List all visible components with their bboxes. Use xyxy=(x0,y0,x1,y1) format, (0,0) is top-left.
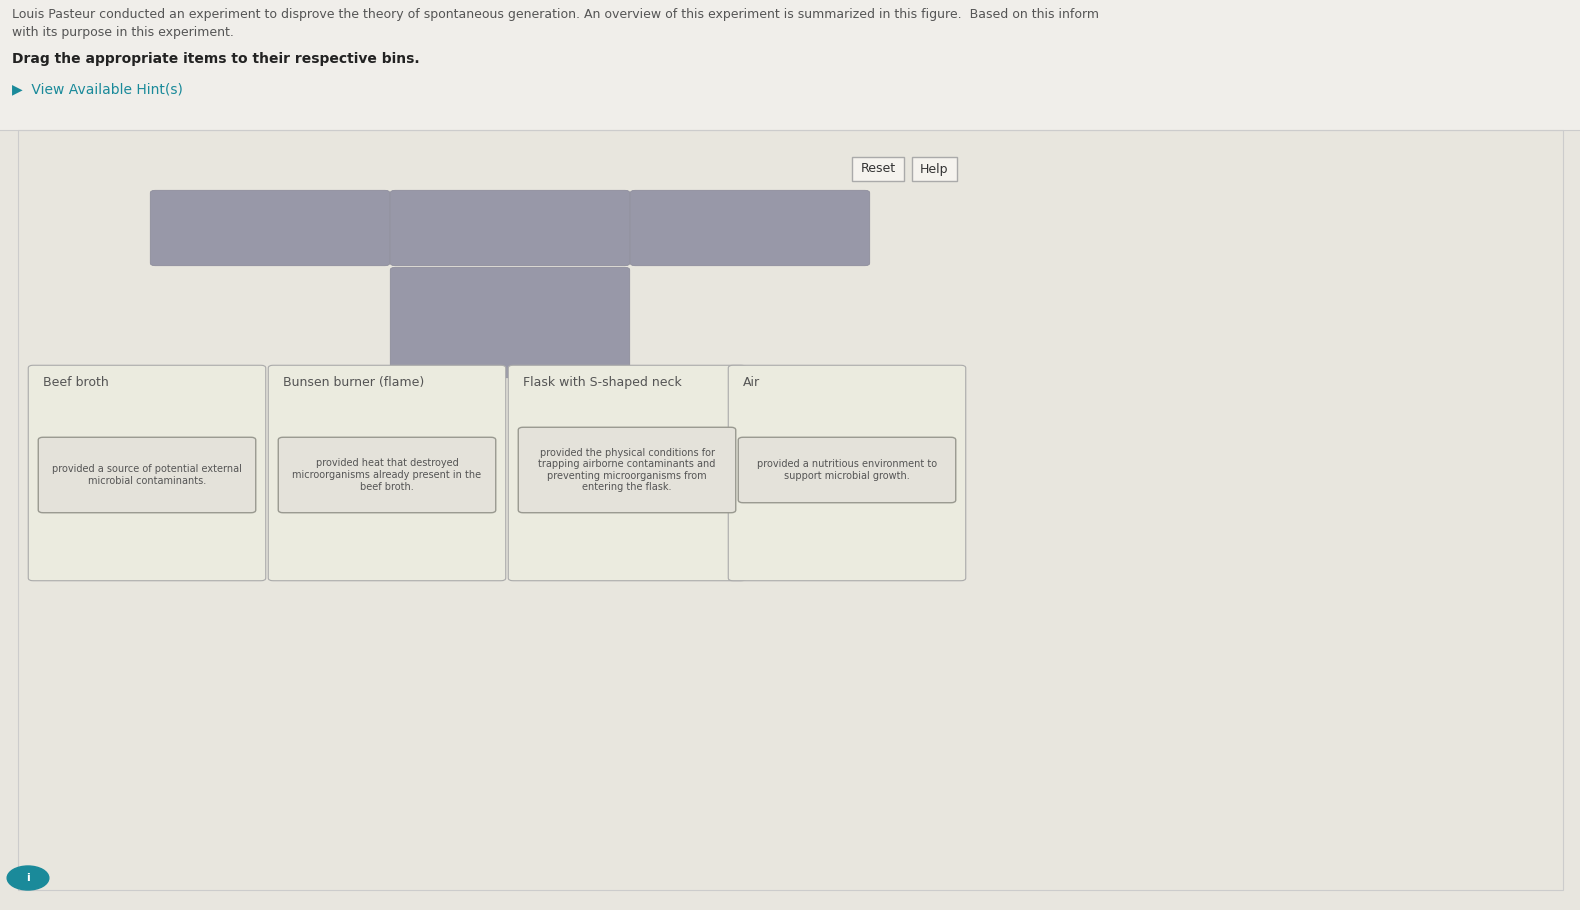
FancyBboxPatch shape xyxy=(28,365,265,581)
Text: provided heat that destroyed
microorganisms already present in the
beef broth.: provided heat that destroyed microorgani… xyxy=(292,459,482,491)
Text: Help: Help xyxy=(920,163,948,176)
Text: Reset: Reset xyxy=(861,163,896,176)
Text: provided the physical conditions for
trapping airborne contaminants and
preventi: provided the physical conditions for tra… xyxy=(539,448,716,492)
Text: provided a nutritious environment to
support microbial growth.: provided a nutritious environment to sup… xyxy=(757,460,937,480)
FancyBboxPatch shape xyxy=(269,365,506,581)
Text: provided a source of potential external
microbial contaminants.: provided a source of potential external … xyxy=(52,464,242,486)
Text: Drag the appropriate items to their respective bins.: Drag the appropriate items to their resp… xyxy=(13,52,420,66)
FancyBboxPatch shape xyxy=(630,190,869,266)
Text: Air: Air xyxy=(743,376,760,389)
FancyBboxPatch shape xyxy=(728,365,965,581)
FancyBboxPatch shape xyxy=(17,130,1563,890)
Text: ▶  View Available Hint(s): ▶ View Available Hint(s) xyxy=(13,82,183,96)
Text: with its purpose in this experiment.: with its purpose in this experiment. xyxy=(13,26,234,39)
FancyBboxPatch shape xyxy=(390,190,630,266)
Text: Bunsen burner (flame): Bunsen burner (flame) xyxy=(283,376,425,389)
FancyBboxPatch shape xyxy=(738,438,956,502)
FancyBboxPatch shape xyxy=(390,268,630,378)
FancyBboxPatch shape xyxy=(852,157,904,181)
FancyBboxPatch shape xyxy=(0,0,1580,130)
Text: Flask with S-shaped neck: Flask with S-shaped neck xyxy=(523,376,681,389)
FancyBboxPatch shape xyxy=(38,438,256,512)
FancyBboxPatch shape xyxy=(150,190,390,266)
FancyBboxPatch shape xyxy=(278,438,496,512)
FancyBboxPatch shape xyxy=(509,365,746,581)
Circle shape xyxy=(8,866,49,890)
FancyBboxPatch shape xyxy=(912,157,957,181)
Text: i: i xyxy=(27,873,30,883)
Text: Beef broth: Beef broth xyxy=(43,376,109,389)
Text: Louis Pasteur conducted an experiment to disprove the theory of spontaneous gene: Louis Pasteur conducted an experiment to… xyxy=(13,8,1100,21)
FancyBboxPatch shape xyxy=(518,428,736,512)
